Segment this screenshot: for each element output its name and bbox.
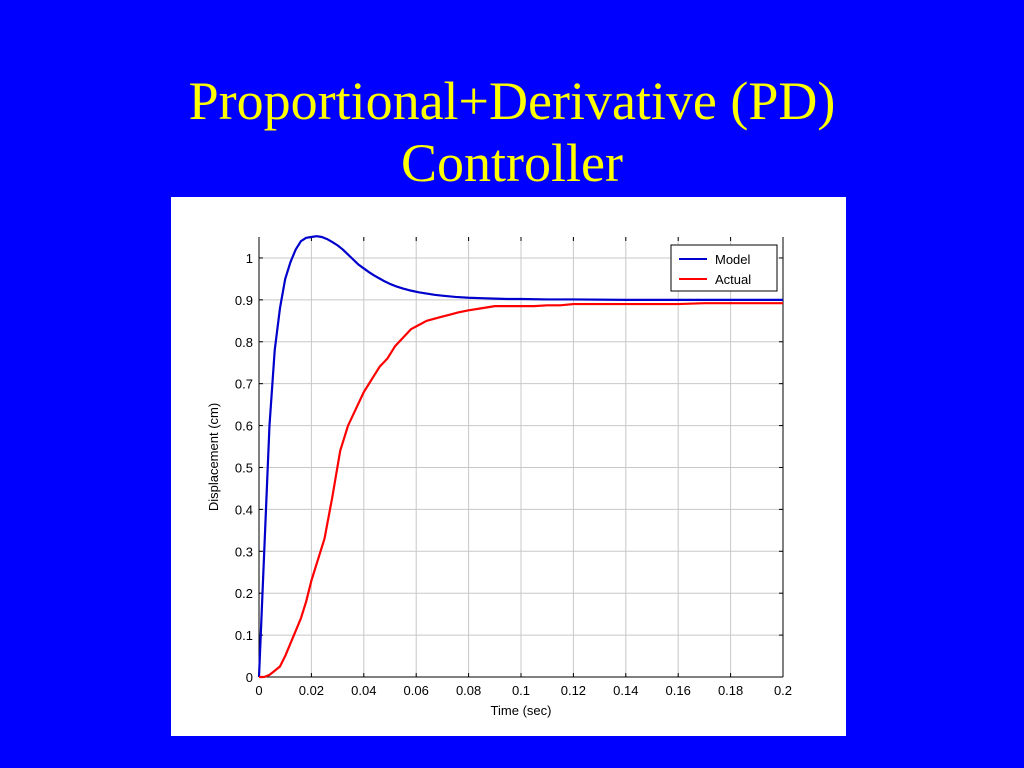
x-tick-label: 0.04: [351, 683, 376, 698]
legend-box: [670, 244, 778, 292]
x-tick-label: 0.16: [666, 683, 691, 698]
series-layer: [257, 235, 784, 679]
x-tick-label: 0.12: [561, 683, 586, 698]
y-tick-label: 0: [246, 670, 253, 685]
y-tick-label: 0.4: [235, 502, 253, 517]
y-tick-label: 0.1: [235, 628, 253, 643]
y-tick-label: 1: [246, 251, 253, 266]
y-tick-label: 0.3: [235, 544, 253, 559]
x-axis-label: Time (sec): [491, 703, 552, 718]
x-tick-label: 0.14: [613, 683, 638, 698]
y-tick-label: 0.7: [235, 377, 253, 392]
tick-labels: 0 0.02 0.04 0.06 0.08 0.1 0.12 0.14 0.16 0.18 0.2 0…: [235, 251, 792, 698]
x-tick-label: 0.1: [512, 683, 530, 698]
y-tick-label: 0.6: [235, 419, 253, 434]
x-tick-label: 0.02: [299, 683, 324, 698]
slide-title-line1: Proportional+Derivative (PD): [188, 71, 836, 131]
x-tick-label: 0.06: [404, 683, 429, 698]
y-tick-label: 0.5: [235, 460, 253, 475]
x-tick-label: 0.2: [774, 683, 792, 698]
tick-marks: [258, 237, 784, 678]
legend-label-actual: Actual: [715, 272, 751, 287]
chart-figure: 0 0.02 0.04 0.06 0.08 0.1 0.12 0.14 0.16 0.18 0.2 0…: [171, 197, 846, 736]
y-tick-label: 0.8: [235, 335, 253, 350]
slide-title: Proportional+Derivative (PD) Controller: [0, 70, 1024, 194]
y-tick-label: 0.2: [235, 586, 253, 601]
x-tick-label: 0.08: [456, 683, 481, 698]
series-line-model: [257, 235, 783, 678]
y-tick-label: 0.9: [235, 293, 253, 308]
x-tick-label: 0.18: [718, 683, 743, 698]
legend-label-model: Model: [715, 252, 751, 267]
x-tick-label: 0: [255, 683, 262, 698]
legend: Model Actual: [670, 244, 778, 292]
line-chart: 0 0.02 0.04 0.06 0.08 0.1 0.12 0.14 0.16 0.18 0.2 0…: [206, 235, 792, 718]
slide-title-line2: Controller: [401, 133, 623, 193]
y-axis-label: Displacement (cm): [206, 403, 221, 511]
